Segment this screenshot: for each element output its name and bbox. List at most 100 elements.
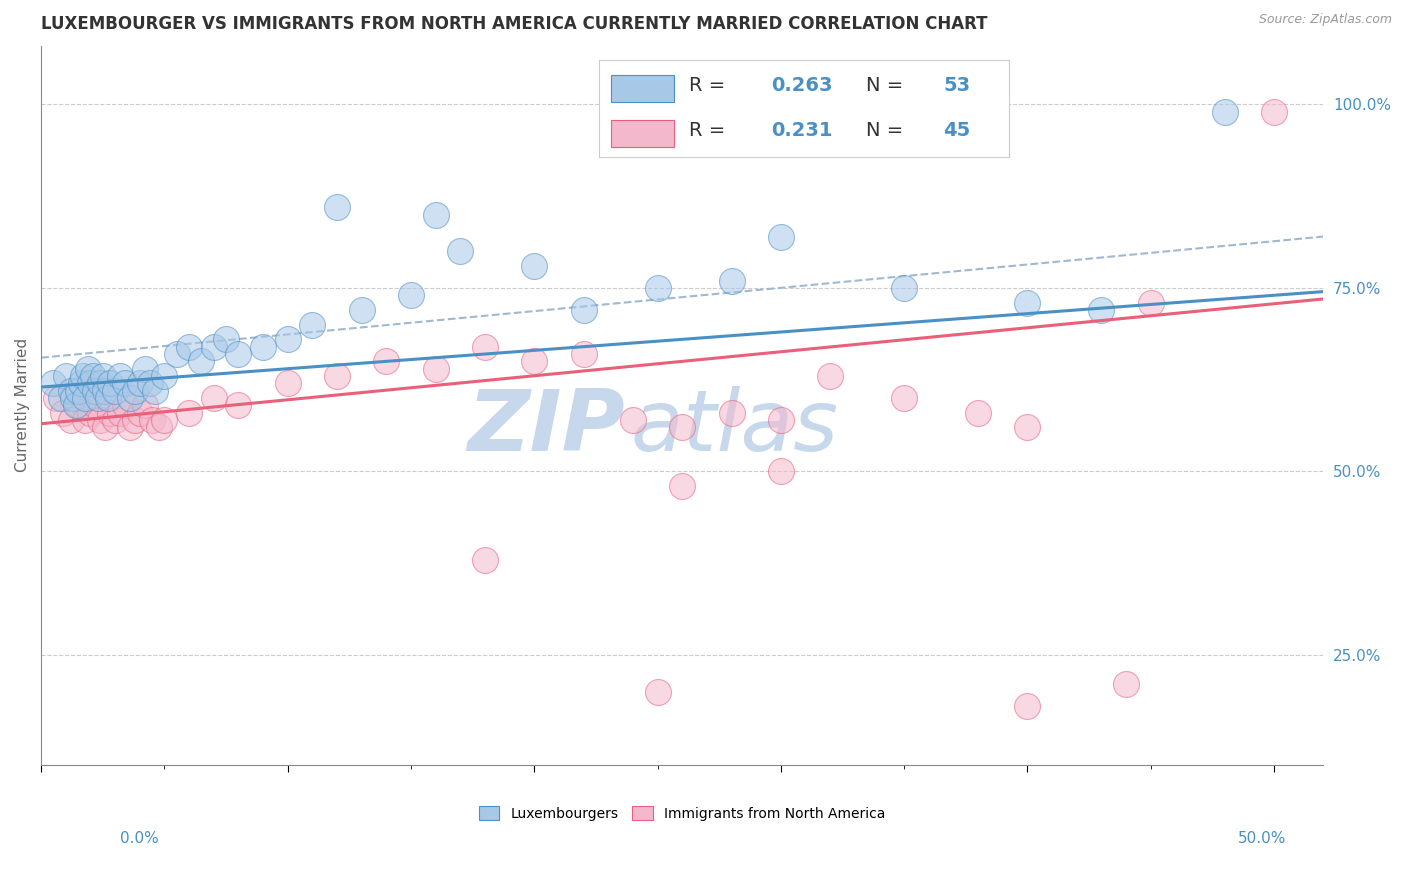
Point	[228, 399, 250, 413]
Point	[769, 465, 792, 479]
Point	[425, 361, 447, 376]
Point	[79, 406, 101, 420]
Point	[818, 369, 841, 384]
Point	[523, 354, 546, 368]
Point	[124, 384, 146, 398]
Point	[326, 369, 349, 384]
Point	[720, 274, 742, 288]
Point	[94, 384, 117, 398]
Point	[1017, 420, 1039, 434]
Point	[769, 229, 792, 244]
Text: ZIP: ZIP	[467, 385, 624, 468]
Legend: Luxembourgers, Immigrants from North America: Luxembourgers, Immigrants from North Ame…	[472, 801, 891, 827]
Point	[523, 259, 546, 273]
Point	[647, 685, 669, 699]
Point	[98, 406, 121, 420]
Point	[45, 391, 67, 405]
Point	[277, 332, 299, 346]
Point	[114, 399, 136, 413]
Point	[647, 281, 669, 295]
Point	[671, 479, 693, 493]
Point	[143, 384, 166, 398]
Point	[59, 384, 82, 398]
Point	[59, 413, 82, 427]
Point	[277, 376, 299, 391]
Point	[375, 354, 398, 368]
Point	[118, 420, 141, 434]
Point	[153, 772, 176, 787]
Point	[1213, 104, 1236, 119]
Point	[893, 391, 915, 405]
Point	[118, 391, 141, 405]
Point	[1017, 699, 1039, 714]
Point	[128, 376, 150, 391]
Point	[190, 354, 212, 368]
Point	[449, 244, 471, 259]
Point	[84, 399, 107, 413]
Point	[671, 420, 693, 434]
Point	[202, 391, 225, 405]
Point	[868, 104, 890, 119]
Point	[350, 303, 373, 318]
Point	[49, 391, 72, 405]
Point	[474, 340, 496, 354]
Point	[84, 384, 107, 398]
Point	[69, 376, 91, 391]
Point	[399, 288, 422, 302]
Point	[967, 406, 990, 420]
Point	[62, 391, 84, 405]
Text: atlas: atlas	[631, 385, 839, 468]
Point	[98, 376, 121, 391]
Point	[55, 369, 77, 384]
Point	[141, 413, 163, 427]
Point	[1115, 677, 1137, 691]
Point	[572, 303, 595, 318]
Point	[228, 347, 250, 361]
Point	[104, 384, 127, 398]
Point	[87, 391, 110, 405]
Point	[79, 376, 101, 391]
Point	[215, 332, 238, 346]
Point	[52, 406, 75, 420]
Point	[77, 361, 100, 376]
Point	[177, 340, 200, 354]
Point	[720, 406, 742, 420]
Point	[67, 399, 90, 413]
Text: Source: ZipAtlas.com: Source: ZipAtlas.com	[1258, 13, 1392, 27]
Point	[67, 384, 90, 398]
Point	[1017, 295, 1039, 310]
Point	[82, 369, 104, 384]
Point	[42, 376, 65, 391]
Point	[114, 376, 136, 391]
Point	[153, 369, 176, 384]
Point	[202, 340, 225, 354]
Point	[104, 413, 127, 427]
Point	[134, 361, 156, 376]
Point	[138, 376, 160, 391]
Point	[326, 200, 349, 214]
Point	[75, 391, 97, 405]
Point	[177, 406, 200, 420]
Point	[124, 413, 146, 427]
Point	[89, 376, 111, 391]
Point	[134, 399, 156, 413]
Point	[301, 318, 323, 332]
Point	[91, 369, 114, 384]
Point	[621, 413, 644, 427]
Y-axis label: Currently Married: Currently Married	[15, 338, 30, 473]
Point	[97, 391, 120, 405]
Point	[769, 413, 792, 427]
Point	[108, 406, 131, 420]
Text: 0.0%: 0.0%	[120, 831, 159, 846]
Point	[108, 369, 131, 384]
Point	[1263, 104, 1285, 119]
Point	[474, 552, 496, 566]
Point	[148, 420, 170, 434]
Point	[65, 399, 87, 413]
Point	[94, 420, 117, 434]
Point	[572, 347, 595, 361]
Text: LUXEMBOURGER VS IMMIGRANTS FROM NORTH AMERICA CURRENTLY MARRIED CORRELATION CHAR: LUXEMBOURGER VS IMMIGRANTS FROM NORTH AM…	[41, 15, 987, 33]
Point	[252, 340, 274, 354]
Point	[153, 413, 176, 427]
Point	[425, 208, 447, 222]
